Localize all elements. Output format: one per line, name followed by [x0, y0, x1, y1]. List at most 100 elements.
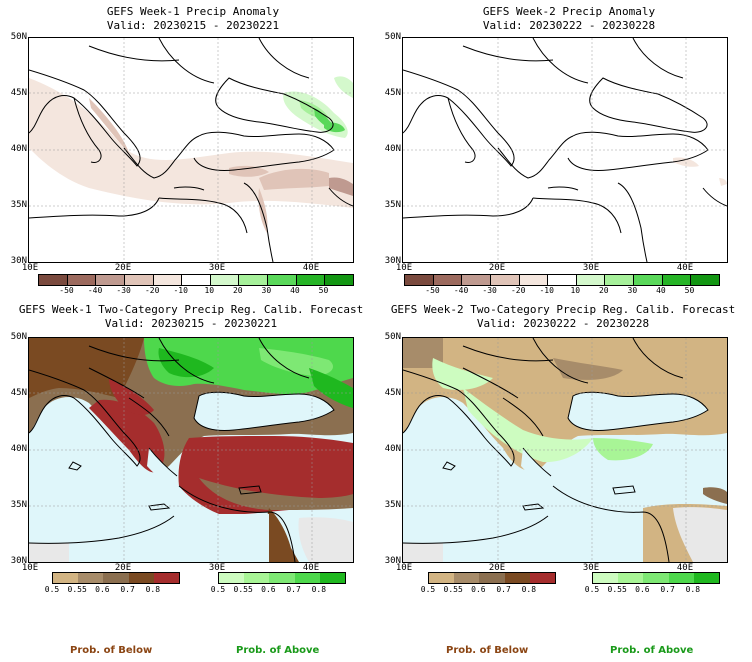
lon-label-20e: 20E — [488, 263, 506, 273]
lat-label-50n: 50N — [10, 332, 27, 342]
anomaly-colorbar-label: 50 — [684, 286, 695, 295]
panel-valid-dates: Valid: 20230215 - 20230221 — [104, 317, 278, 330]
prob-below-colorbar-label: 0.8 — [145, 585, 161, 594]
anomaly-colorbar-swatch — [461, 275, 490, 285]
panel-title: GEFS Week-2 Two-Category Precip Reg. Cal… — [390, 303, 736, 316]
prob-below-colorbar-swatch — [53, 573, 79, 583]
anomaly-colorbar-label: -40 — [453, 286, 469, 295]
lat-label-30n: 30N — [384, 556, 401, 566]
lat-label-50n: 50N — [384, 32, 401, 42]
lon-label-40e: 40E — [302, 563, 320, 573]
panel-valid-dates: Valid: 20230222 - 20230228 — [482, 19, 656, 32]
anomaly-colorbar — [38, 274, 354, 286]
anomaly-colorbar-swatch — [604, 275, 634, 285]
anomaly-colorbar-swatch — [661, 275, 691, 285]
prob-below-colorbar-swatch — [529, 573, 556, 583]
lat-label-45n: 45N — [10, 388, 27, 398]
anomaly-colorbar-swatch — [95, 275, 124, 285]
lat-label-30n: 30N — [384, 256, 401, 266]
prob-below-colorbar-label: 0.6 — [95, 585, 110, 594]
prob-below-colorbar-label: 0.8 — [521, 585, 537, 594]
prob-below-colorbar-labels: 0.5 0.55 0.6 0.7 0.8 — [45, 585, 178, 595]
lat-label-45n: 45N — [10, 88, 27, 98]
anomaly-colorbar-label: -30 — [116, 286, 131, 295]
lon-label-10e: 10E — [395, 263, 413, 273]
lon-label-20e: 20E — [114, 263, 132, 273]
lat-label-50n: 50N — [10, 32, 27, 42]
anomaly-colorbar-label: -20 — [144, 286, 160, 295]
prob-above-colorbar — [592, 572, 720, 584]
anomaly-colorbar-label: -30 — [482, 286, 497, 295]
anomaly-colorbar-swatch — [66, 275, 96, 285]
lon-label-10e: 10E — [21, 563, 39, 573]
anomaly-colorbar-swatch — [267, 275, 296, 285]
prob-above-colorbar-label: 0.8 — [685, 585, 701, 594]
panel-week1-probability: GEFS Week-1 Two-Category Precip Reg. Cal… — [0, 300, 376, 662]
prob-above-colorbar-label: 0.5 — [210, 585, 226, 594]
lat-label-40n: 40N — [384, 144, 401, 154]
anomaly-colorbar-swatch — [39, 275, 67, 285]
anomaly-colorbar-label: 20 — [598, 286, 609, 295]
anomaly-colorbar-label: 40 — [290, 286, 300, 295]
panel-title: GEFS Week-2 Precip Anomaly — [482, 5, 656, 18]
anomaly-colorbar-swatch — [295, 275, 325, 285]
panel-title: GEFS Week-1 Precip Anomaly — [106, 5, 280, 18]
lat-label-30n: 30N — [10, 556, 27, 566]
prob-above-colorbar-labels: 0.5 0.55 0.6 0.7 0.8 — [585, 585, 718, 595]
prob-below-colorbar-swatch — [454, 573, 480, 583]
prob-above-colorbar-label: 0.55 — [233, 585, 253, 594]
lon-label-10e: 10E — [395, 563, 413, 573]
prob-below-colorbar-swatch — [78, 573, 104, 583]
prob-above-colorbar-swatch — [219, 573, 245, 583]
anomaly-colorbar-swatch — [209, 275, 239, 285]
anomaly-colorbar-swatch — [405, 275, 433, 285]
anomaly-colorbar-label: 30 — [261, 286, 272, 295]
anomaly-colorbar-swatch — [547, 275, 576, 285]
lon-label-30e: 30E — [208, 263, 226, 273]
prob-below-colorbar-label: 0.5 — [44, 585, 60, 594]
anomaly-colorbar-label: -40 — [87, 286, 103, 295]
lat-label-50n: 50N — [384, 332, 401, 342]
prob-above-colorbar-label: 0.8 — [311, 585, 327, 594]
anomaly-colorbar-swatch — [123, 275, 153, 285]
lat-label-45n: 45N — [384, 88, 401, 98]
anomaly-colorbar-labels: -50 -40 -30 -20 -10 10 20 30 40 50 — [404, 286, 718, 296]
anomaly-map — [402, 37, 728, 263]
prob-above-colorbar-swatch — [643, 573, 669, 583]
anomaly-colorbar-swatch — [518, 275, 548, 285]
prob-below-colorbar-swatch — [479, 573, 505, 583]
panel-week2-anomaly: GEFS Week-2 Precip Anomaly Valid: 202302… — [376, 0, 752, 300]
anomaly-colorbar-swatch — [690, 275, 720, 285]
prob-above-colorbar — [218, 572, 346, 584]
prob-below-colorbar-label: 0.55 — [67, 585, 87, 594]
prob-below-colorbar-swatch — [153, 573, 180, 583]
anomaly-colorbar-label: 50 — [318, 286, 329, 295]
lat-label-35n: 35N — [10, 500, 27, 510]
lat-label-45n: 45N — [384, 388, 401, 398]
prob-below-colorbar-swatch — [429, 573, 455, 583]
anomaly-colorbar-labels: -50 -40 -30 -20 -10 10 20 30 40 50 — [38, 286, 352, 296]
lat-label-30n: 30N — [10, 256, 27, 266]
prob-above-colorbar-swatch — [269, 573, 295, 583]
prob-above-colorbar-label: 0.7 — [660, 585, 675, 594]
prob-above-colorbar-labels: 0.5 0.55 0.6 0.7 0.8 — [211, 585, 344, 595]
anomaly-colorbar-swatch — [324, 275, 354, 285]
prob-below-colorbar — [428, 572, 556, 584]
anomaly-colorbar-swatch — [633, 275, 662, 285]
panel-valid-dates: Valid: 20230222 - 20230228 — [476, 317, 650, 330]
prob-below-colorbar — [52, 572, 180, 584]
lat-label-35n: 35N — [384, 200, 401, 210]
prob-above-colorbar-swatch — [593, 573, 619, 583]
prob-below-colorbar-label: 0.7 — [120, 585, 135, 594]
prob-above-colorbar-swatch — [244, 573, 270, 583]
panel-valid-dates: Valid: 20230215 - 20230221 — [106, 19, 280, 32]
prob-above-colorbar-label: 0.7 — [286, 585, 301, 594]
anomaly-colorbar-label: -50 — [59, 286, 74, 295]
lon-label-40e: 40E — [302, 263, 320, 273]
anomaly-colorbar-swatch — [152, 275, 182, 285]
prob-below-colorbar-swatch — [504, 573, 530, 583]
anomaly-colorbar-label: 10 — [570, 286, 581, 295]
prob-below-colorbar-swatch — [103, 573, 129, 583]
lon-label-30e: 30E — [582, 563, 600, 573]
prob-below-colorbar-labels: 0.5 0.55 0.6 0.7 0.8 — [421, 585, 554, 595]
